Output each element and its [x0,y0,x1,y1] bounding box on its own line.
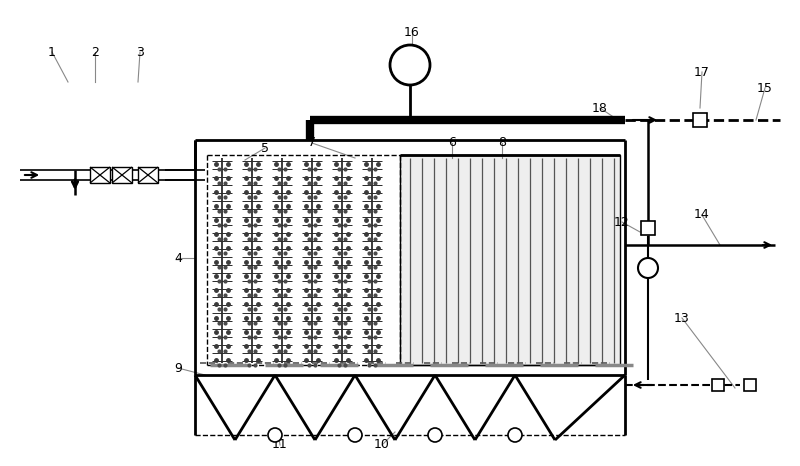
Bar [90,167,110,183]
Text: 15: 15 [757,82,773,95]
Text: 10: 10 [374,439,390,452]
Bar [400,155,620,365]
Bar [138,167,158,183]
Text: 2: 2 [91,46,99,59]
Text: 8: 8 [498,137,506,150]
Bar [641,221,655,235]
Circle shape [268,428,282,442]
Bar [112,167,132,183]
Text: 17: 17 [694,66,710,78]
Text: 16: 16 [404,26,420,39]
Text: 4: 4 [174,252,182,265]
Circle shape [348,428,362,442]
Text: 18: 18 [592,102,608,115]
Bar [744,379,756,391]
Circle shape [428,428,442,442]
Circle shape [638,258,658,278]
Text: 5: 5 [261,142,269,155]
Text: 7: 7 [308,137,316,150]
Text: 9: 9 [174,362,182,375]
Circle shape [390,45,430,85]
Text: 13: 13 [674,311,690,324]
Text: 6: 6 [448,137,456,150]
Circle shape [508,428,522,442]
Text: 3: 3 [136,46,144,59]
Text: 1: 1 [48,46,56,59]
Bar [712,379,724,391]
Bar [693,113,707,127]
Text: 12: 12 [614,215,630,228]
Text: 14: 14 [694,208,710,221]
Text: 11: 11 [272,439,288,452]
